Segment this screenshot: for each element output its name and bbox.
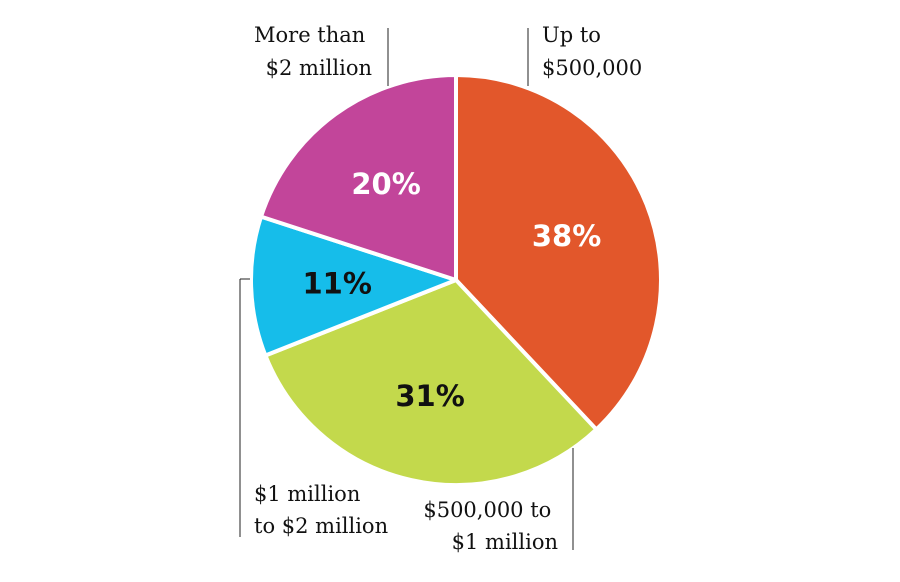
percent-label-up-to-500-000: 38% (532, 219, 601, 253)
pie-slice-up-to-500-000 (454, 73, 663, 432)
pie-slice-more-than-2-million (259, 73, 458, 282)
category-label-line: $1 million (254, 482, 360, 506)
percent-labels: 38% 31% 11% 20% (302, 167, 601, 413)
category-label-line: More than (254, 23, 365, 47)
pie-slice-500-000-to-1-million (263, 278, 599, 487)
category-label-up-to-500k: Up to $500,000 (542, 23, 642, 80)
category-label-line: Up to (542, 23, 601, 47)
category-label-line: $1 million (452, 530, 558, 554)
percent-label-500-000-to-1-million: 31% (395, 379, 464, 413)
category-label-line: $500,000 (542, 56, 642, 80)
category-label-more-than-2m: More than $2 million (254, 23, 372, 80)
category-label-line: $500,000 to (423, 498, 551, 522)
percent-label-more-than-2-million: 20% (351, 167, 420, 201)
percent-label-1-million-to-2-million: 11% (302, 267, 371, 301)
pie-slice-1-million-to-2-million (249, 214, 458, 358)
pie-slices (249, 73, 663, 487)
category-label-1m-to-2m: $1 million to $2 million (254, 482, 388, 538)
category-label-line: $2 million (266, 56, 372, 80)
category-label-line: to $2 million (254, 514, 388, 538)
leader-lines (239, 28, 574, 550)
category-labels: Up to $500,000 $500,000 to $1 million $1… (254, 23, 642, 554)
category-label-500k-to-1m: $500,000 to $1 million (423, 498, 558, 554)
